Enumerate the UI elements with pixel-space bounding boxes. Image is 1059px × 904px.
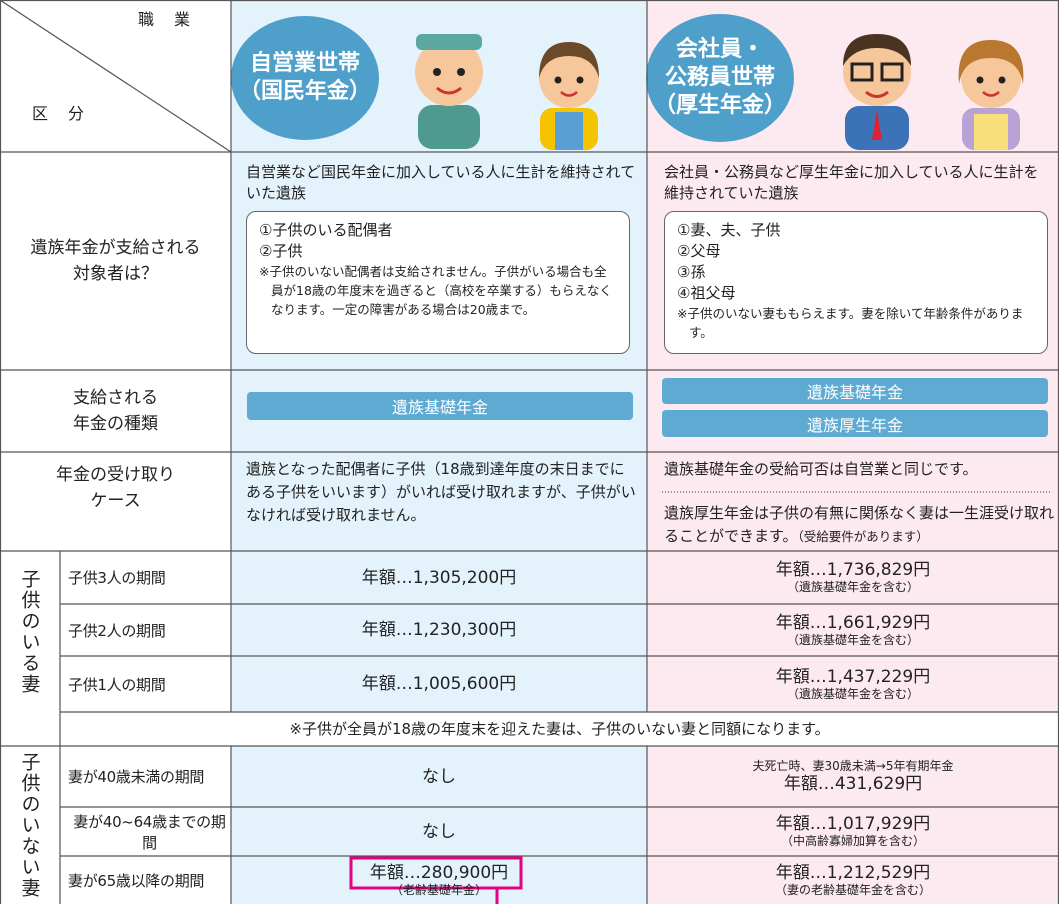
- group-label: 子供のいない妻: [18, 751, 41, 899]
- amount: 年額…280,900円: [369, 862, 509, 883]
- amount-note: （遺族基礎年金を含む）: [786, 580, 919, 594]
- period-label: 妻が40歳未満の期間: [68, 768, 205, 786]
- self-employed-amount: 年額…1,230,300円: [231, 604, 647, 656]
- self-employed-amount: 年額…1,005,600円: [231, 656, 647, 712]
- item: ①妻、夫、子供: [677, 221, 781, 239]
- heading-line: 会社員・: [675, 37, 764, 62]
- row-label: 支給される年金の種類: [0, 370, 231, 452]
- self-employed-heading: 自営業世帯 （国民年金）: [231, 16, 379, 140]
- employee-amount: 年額…1,212,529円 （妻の老齢基礎年金を含む）: [647, 856, 1059, 904]
- amount: 年額…1,736,829円: [775, 560, 931, 580]
- amount-note: （妻の老齢基礎年金を含む）: [774, 882, 931, 897]
- amount: 年額…1,305,200円: [361, 567, 517, 588]
- office-man-figure: [843, 34, 911, 150]
- label-line: 支給される: [73, 388, 158, 408]
- item: ④祖父母: [677, 284, 736, 302]
- period-label: 子供3人の期間: [68, 569, 166, 587]
- period-label: 子供1人の期間: [68, 675, 166, 694]
- label-line: 遺族年金が支給される: [30, 238, 201, 258]
- self-employed-amount: なし: [231, 807, 647, 856]
- self-employed-amount: 年額…280,900円 （老齢基礎年金）: [231, 856, 647, 904]
- receipt-text: 遺族基礎年金の受給可否は自営業と同じです。: [664, 460, 978, 478]
- heading-line: 公務員世帯: [664, 65, 775, 90]
- woman-figure: [539, 42, 599, 150]
- item: ③孫: [677, 263, 706, 281]
- row-label: 年金の受け取り ケース: [0, 452, 231, 551]
- heading-line: 自営業世帯: [249, 51, 360, 76]
- note: ※子供のいない妻ももらえます。妻を除いて年齢条件があります。: [677, 306, 1024, 340]
- period-label: 妻が65歳以降の期間: [68, 871, 205, 890]
- office-woman-figure: [958, 40, 1024, 150]
- amount-condition: 夫死亡時、妻30歳未満→5年有期年金: [752, 759, 954, 773]
- employee-amount: 年額…1,437,229円 （遺族基礎年金を含む）: [647, 656, 1059, 712]
- label-line: 年金の種類: [73, 414, 158, 434]
- category-label: 区 分: [32, 104, 87, 123]
- employee-amount: 年額…1,661,929円 （遺族基礎年金を含む）: [647, 604, 1059, 656]
- amount: 年額…1,005,600円: [361, 674, 517, 694]
- item: ②子供: [259, 242, 303, 260]
- employee-amount: 年額…1,017,929円 （中高齢寡婦加算を含む）: [647, 807, 1059, 856]
- period-label: 妻が40~64歳までの期間: [73, 812, 226, 852]
- label-line: ケース: [90, 491, 141, 511]
- amount: 年額…1,017,929円: [775, 814, 931, 834]
- label-line: 対象者は？: [73, 264, 158, 284]
- label-line: 年金の受け取り: [56, 465, 175, 485]
- receipt-text: 遺族となった配偶者に子供（18歳到達年度の末日までにある子供をいいます）がいれば…: [246, 460, 636, 524]
- employee-amount: 夫死亡時、妻30歳未満→5年有期年金 年額…431,629円: [647, 746, 1059, 807]
- man-figure: [415, 34, 483, 149]
- period-label: 子供2人の期間: [68, 621, 166, 640]
- receipt-line: 遺族厚生年金は子供の有無に関係なく妻は一生涯受け取れることができます。: [664, 504, 1055, 545]
- item: ①子供のいる配偶者: [259, 221, 393, 239]
- amount: 年額…1,230,300円: [361, 620, 517, 640]
- receipt-note: （受給要件があります）: [797, 529, 929, 544]
- amount: 年額…1,212,529円: [775, 862, 931, 883]
- pension-bar: 遺族基礎年金: [247, 392, 633, 420]
- amount: 年額…1,661,929円: [775, 612, 931, 633]
- row-label: 遺族年金が支給される 対象者は？: [0, 152, 231, 370]
- pension-bar: 遺族基礎年金: [662, 378, 1048, 404]
- intro: 自営業など国民年金に加入している人に生計を維持されていた遺族: [246, 163, 636, 202]
- heading-line: （国民年金）: [238, 79, 371, 104]
- amount: なし: [422, 766, 456, 787]
- amount: 年額…431,629円: [783, 774, 923, 794]
- amount-note: （遺族基礎年金を含む）: [786, 632, 919, 647]
- intro: 会社員・公務員など厚生年金に加入している人に生計を維持されていた遺族: [664, 163, 1039, 202]
- eligible-box: ①子供のいる配偶者 ②子供 ※子供のいない配偶者は支給されません。子供がいる場合…: [246, 211, 630, 354]
- group-label: 子供のいる妻: [18, 568, 41, 695]
- employee-heading: 会社員・公務員世帯 （厚生年金）: [646, 14, 794, 142]
- amount-note: （老齢基礎年金）: [390, 882, 487, 897]
- pension-bar: 遺族厚生年金: [662, 410, 1048, 437]
- job-label: 職 業: [138, 10, 193, 29]
- group-note: ※子供が全員が18歳の年度末を迎えた妻は、子供のいない妻と同額になります。: [289, 719, 830, 738]
- self-employed-amount: 年額…1,305,200円: [231, 551, 647, 604]
- receipt-text: 遺族厚生年金は子供の有無に関係なく妻は一生涯受け取れることができます。（受給要件…: [664, 502, 1054, 548]
- employee-amount: 年額…1,736,829円 （遺族基礎年金を含む）: [647, 551, 1059, 604]
- highlight: [349, 856, 523, 890]
- heading-line: （厚生年金）: [653, 93, 786, 118]
- amount: なし: [422, 821, 456, 842]
- amount: 年額…1,437,229円: [775, 666, 931, 687]
- eligible-box: ①妻、夫、子供 ②父母 ③孫 ④祖父母 ※子供のいない妻ももらえます。妻を除いて…: [664, 211, 1048, 354]
- note: ※子供のいない配偶者は支給されません。子供がいる場合も全員が18歳の年度末を過ぎ…: [259, 264, 612, 317]
- item: ②父母: [677, 242, 721, 260]
- amount-note: （中高齢寡婦加算を含む）: [780, 834, 925, 848]
- amount-note: （遺族基礎年金を含む）: [786, 686, 919, 701]
- self-employed-amount: なし: [231, 746, 647, 807]
